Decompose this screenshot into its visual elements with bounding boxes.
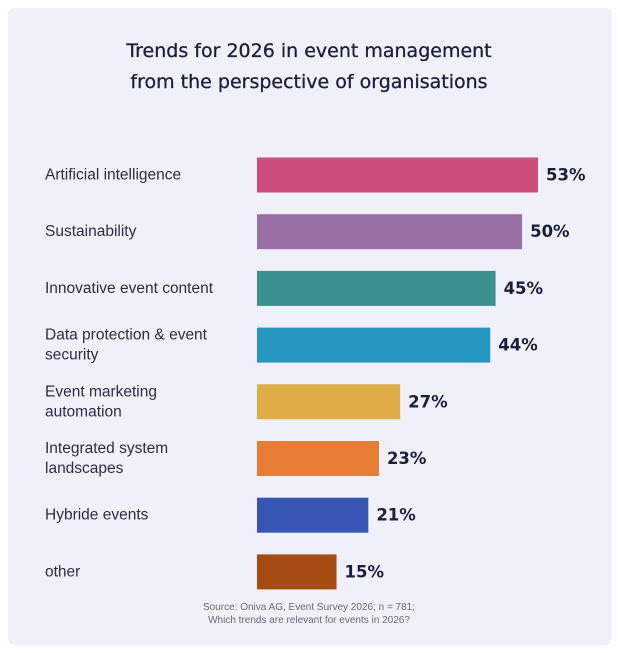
bar xyxy=(257,554,337,590)
category-label: Data protection & event xyxy=(45,327,208,344)
chart-title: Trends for 2026 in event management from… xyxy=(0,36,618,98)
category-label: landscapes xyxy=(45,460,124,477)
value-label: 45% xyxy=(504,279,544,298)
bar xyxy=(257,384,401,420)
source-line-2: Which trends are relevant for events in … xyxy=(208,615,410,626)
category-label: Innovative event content xyxy=(45,280,214,297)
value-label: 50% xyxy=(530,222,570,241)
category-label: Integrated system xyxy=(45,440,168,457)
category-label: other xyxy=(45,563,80,580)
bar xyxy=(257,270,496,306)
category-label: security xyxy=(45,347,99,364)
category-label: automation xyxy=(45,403,122,420)
source-line-1: Source: Oniva AG, Event Survey 2026; n =… xyxy=(202,602,416,613)
chart-title-line-2: from the perspective of organisations xyxy=(130,71,488,93)
value-label: 15% xyxy=(345,562,385,581)
bar xyxy=(257,157,538,193)
chart-title-line-1: Trends for 2026 in event management xyxy=(126,40,492,62)
bar xyxy=(257,497,369,533)
category-label: Hybride events xyxy=(45,507,149,524)
bar xyxy=(257,441,379,476)
value-label: 23% xyxy=(387,449,427,468)
bar xyxy=(257,214,523,250)
value-label: 21% xyxy=(376,506,416,525)
category-label: Sustainability xyxy=(45,223,137,240)
bar xyxy=(257,327,491,363)
chart-card xyxy=(8,8,612,645)
category-label: Artificial intelligence xyxy=(45,167,181,184)
value-label: 53% xyxy=(546,166,586,185)
value-label: 44% xyxy=(498,336,538,355)
source-note: Source: Oniva AG, Event Survey 2026; n =… xyxy=(0,601,618,627)
value-label: 27% xyxy=(408,392,448,411)
category-label: Event marketing xyxy=(45,383,157,400)
